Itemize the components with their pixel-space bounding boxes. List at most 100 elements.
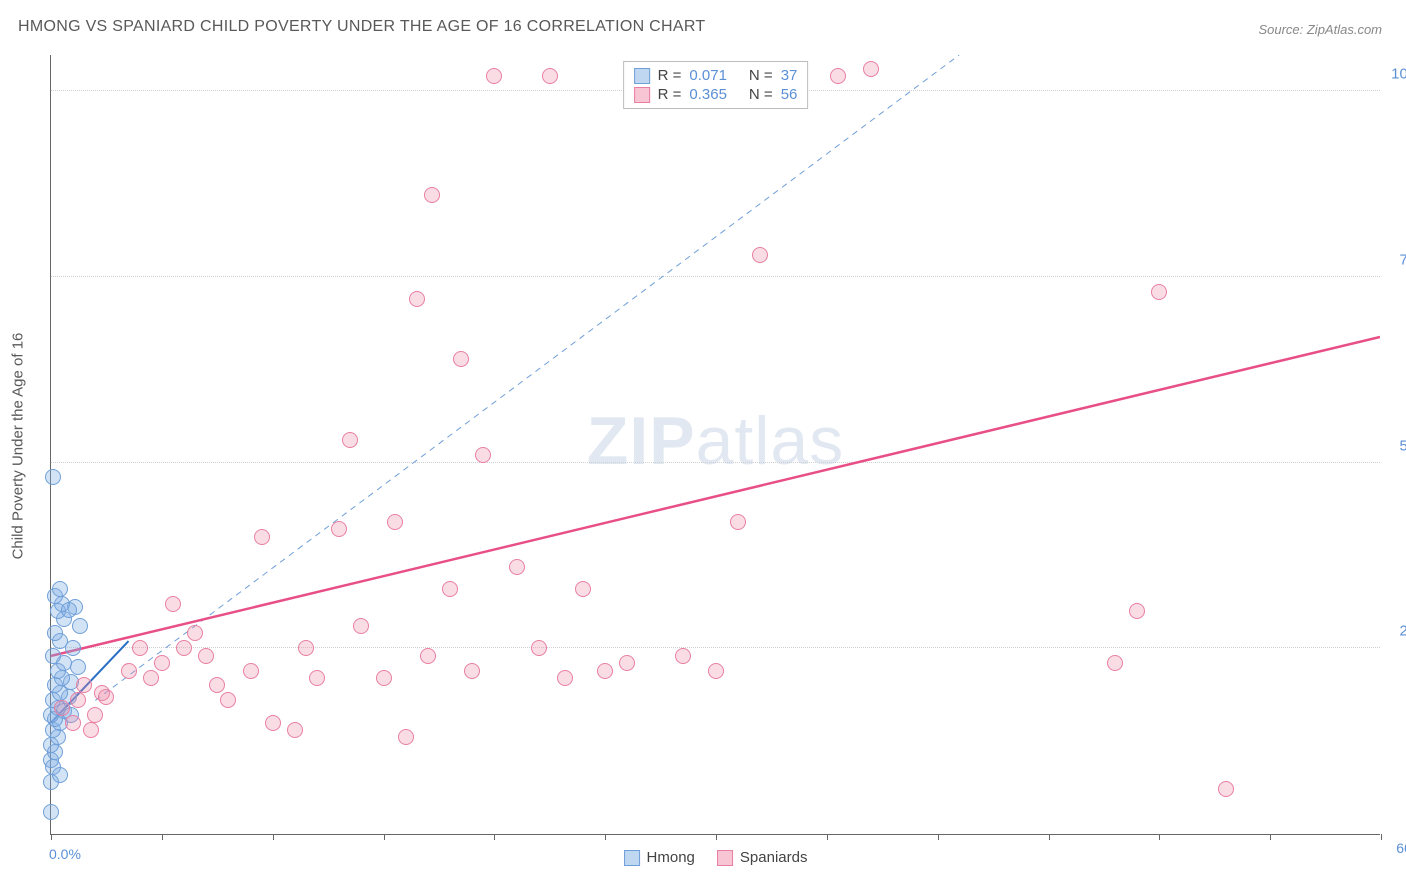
data-point [72, 618, 88, 634]
x-tick [716, 834, 717, 840]
data-point [143, 670, 159, 686]
data-point [98, 689, 114, 705]
legend-row: R = 0.365 N = 56 [634, 85, 798, 104]
n-label: N = [749, 86, 773, 103]
data-point [309, 670, 325, 686]
x-tick [51, 834, 52, 840]
data-point [420, 648, 436, 664]
data-point [331, 521, 347, 537]
legend-swatch [634, 68, 650, 84]
gridline [51, 276, 1380, 277]
data-point [409, 291, 425, 307]
x-tick [1049, 834, 1050, 840]
n-value: 56 [781, 86, 798, 103]
data-point [376, 670, 392, 686]
data-point [730, 514, 746, 530]
data-point [154, 655, 170, 671]
y-tick-label: 100.0% [1390, 66, 1406, 83]
n-value: 37 [781, 67, 798, 84]
data-point [43, 804, 59, 820]
data-point [442, 581, 458, 597]
data-point [752, 247, 768, 263]
n-label: N = [749, 67, 773, 84]
legend-label: Hmong [647, 849, 695, 866]
data-point [1129, 603, 1145, 619]
data-point [52, 767, 68, 783]
data-point [265, 715, 281, 731]
x-tick-label: 0.0% [49, 846, 81, 862]
x-tick [938, 834, 939, 840]
gridline [51, 462, 1380, 463]
data-point [830, 68, 846, 84]
r-value: 0.071 [689, 67, 727, 84]
x-tick [1159, 834, 1160, 840]
legend-swatch [717, 850, 733, 866]
data-point [76, 677, 92, 693]
data-point [87, 707, 103, 723]
data-point [863, 61, 879, 77]
data-point [47, 625, 63, 641]
data-point [486, 68, 502, 84]
x-tick [384, 834, 385, 840]
data-point [387, 514, 403, 530]
gridline [51, 647, 1380, 648]
data-point [65, 715, 81, 731]
data-point [54, 700, 70, 716]
data-point [83, 722, 99, 738]
data-point [70, 692, 86, 708]
legend-swatch [624, 850, 640, 866]
data-point [475, 447, 491, 463]
data-point [243, 663, 259, 679]
data-point [198, 648, 214, 664]
data-point [453, 351, 469, 367]
x-tick [494, 834, 495, 840]
x-tick-label: 60.0% [1396, 840, 1406, 856]
data-point [575, 581, 591, 597]
x-tick [162, 834, 163, 840]
data-point [209, 677, 225, 693]
data-point [165, 596, 181, 612]
data-point [176, 640, 192, 656]
y-tick-label: 75.0% [1390, 251, 1406, 268]
data-point [121, 663, 137, 679]
data-point [187, 625, 203, 641]
watermark: ZIPatlas [587, 402, 844, 480]
data-point [45, 469, 61, 485]
data-point [424, 187, 440, 203]
legend-bottom: Hmong Spaniards [624, 849, 808, 866]
source-attribution: Source: ZipAtlas.com [1258, 22, 1382, 37]
legend-item: Hmong [624, 849, 695, 866]
data-point [61, 602, 77, 618]
data-point [1107, 655, 1123, 671]
data-point [531, 640, 547, 656]
data-point [1151, 284, 1167, 300]
data-point [287, 722, 303, 738]
data-point [464, 663, 480, 679]
watermark-rest: atlas [696, 403, 845, 479]
y-tick-label: 50.0% [1390, 437, 1406, 454]
x-tick [827, 834, 828, 840]
r-label: R = [658, 86, 682, 103]
legend-row: R = 0.071 N = 37 [634, 66, 798, 85]
legend-swatch [634, 87, 650, 103]
data-point [1218, 781, 1234, 797]
legend-top: R = 0.071 N = 37 R = 0.365 N = 56 [623, 61, 809, 109]
r-label: R = [658, 67, 682, 84]
plot-area: ZIPatlas R = 0.071 N = 37 R = 0.365 N = … [50, 55, 1380, 835]
trend-lines [51, 55, 1380, 834]
data-point [342, 432, 358, 448]
data-point [298, 640, 314, 656]
data-point [708, 663, 724, 679]
legend-label: Spaniards [740, 849, 808, 866]
data-point [619, 655, 635, 671]
data-point [254, 529, 270, 545]
x-tick [1270, 834, 1271, 840]
watermark-bold: ZIP [587, 403, 696, 479]
data-point [675, 648, 691, 664]
data-point [398, 729, 414, 745]
y-axis-label: Child Poverty Under the Age of 16 [10, 333, 27, 560]
r-value: 0.365 [689, 86, 727, 103]
legend-item: Spaniards [717, 849, 808, 866]
data-point [45, 648, 61, 664]
data-point [557, 670, 573, 686]
